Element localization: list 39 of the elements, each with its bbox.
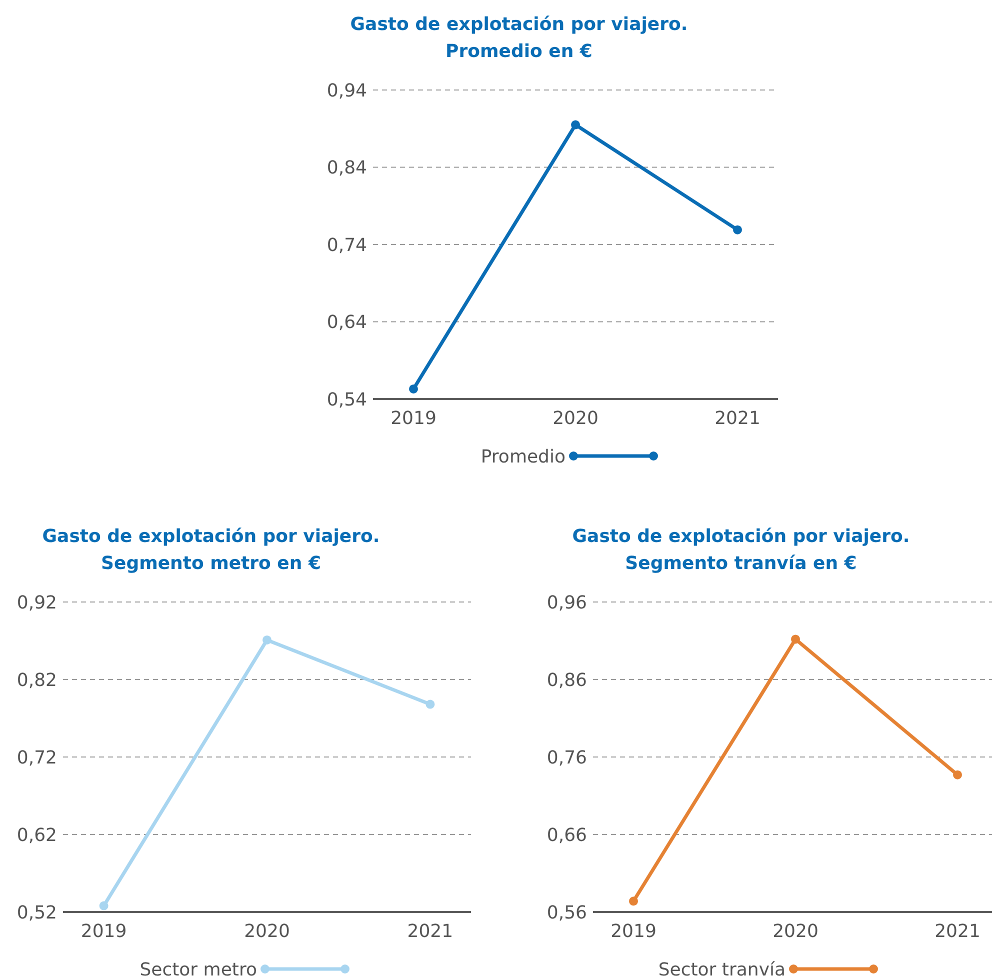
x-tick-label: 2020	[552, 408, 598, 429]
point	[409, 384, 418, 394]
x-tick-label: 2019	[390, 408, 436, 429]
y-tick-label: 0,64	[326, 312, 367, 334]
chart-title: Gasto de explotación por viajero. Promedio en €	[350, 14, 688, 62]
x-tick-label: 2020	[244, 921, 290, 942]
y-tick-label: 0,72	[16, 747, 57, 768]
y-tick-label: 0,94	[326, 80, 367, 102]
point	[571, 120, 580, 130]
x-tick-label: 2019	[80, 921, 127, 942]
y-tick-label: 0,62	[16, 824, 57, 846]
y-tick-label: 0,54	[326, 389, 367, 410]
legend-label: Sector tranvía	[658, 959, 786, 976]
x-tick-label: 2020	[772, 921, 818, 942]
y-tick-label: 0,82	[16, 670, 57, 691]
y-tick-label: 0,52	[16, 902, 57, 924]
y-tick-label: 0,92	[16, 592, 57, 614]
legend-label: Promedio	[480, 446, 566, 468]
y-tick-label: 0,76	[546, 747, 587, 768]
x-tick-label: 2021	[934, 921, 980, 942]
point	[953, 770, 962, 780]
chart-title: Gasto de explotación por viajero. Segmento tranvía en €	[572, 526, 910, 574]
y-tick-label: 0,74	[326, 234, 367, 256]
y-tick-label: 0,86	[546, 670, 587, 691]
y-tick-label: 0,66	[546, 824, 587, 846]
legend-label: Sector metro	[140, 959, 257, 976]
y-tick-label: 0,56	[546, 902, 587, 924]
point	[791, 634, 800, 644]
chart-title: Gasto de explotación por viajero. Segmento metro en €	[42, 526, 380, 574]
x-tick-label: 2021	[714, 408, 760, 429]
point	[733, 225, 742, 234]
x-tick-label: 2019	[610, 921, 656, 942]
y-tick-label: 0,96	[546, 592, 587, 614]
point	[426, 700, 435, 709]
y-tick-label: 0,84	[326, 158, 367, 179]
point	[262, 635, 272, 644]
point	[99, 901, 108, 910]
point	[629, 896, 638, 906]
x-tick-label: 2021	[407, 921, 454, 942]
